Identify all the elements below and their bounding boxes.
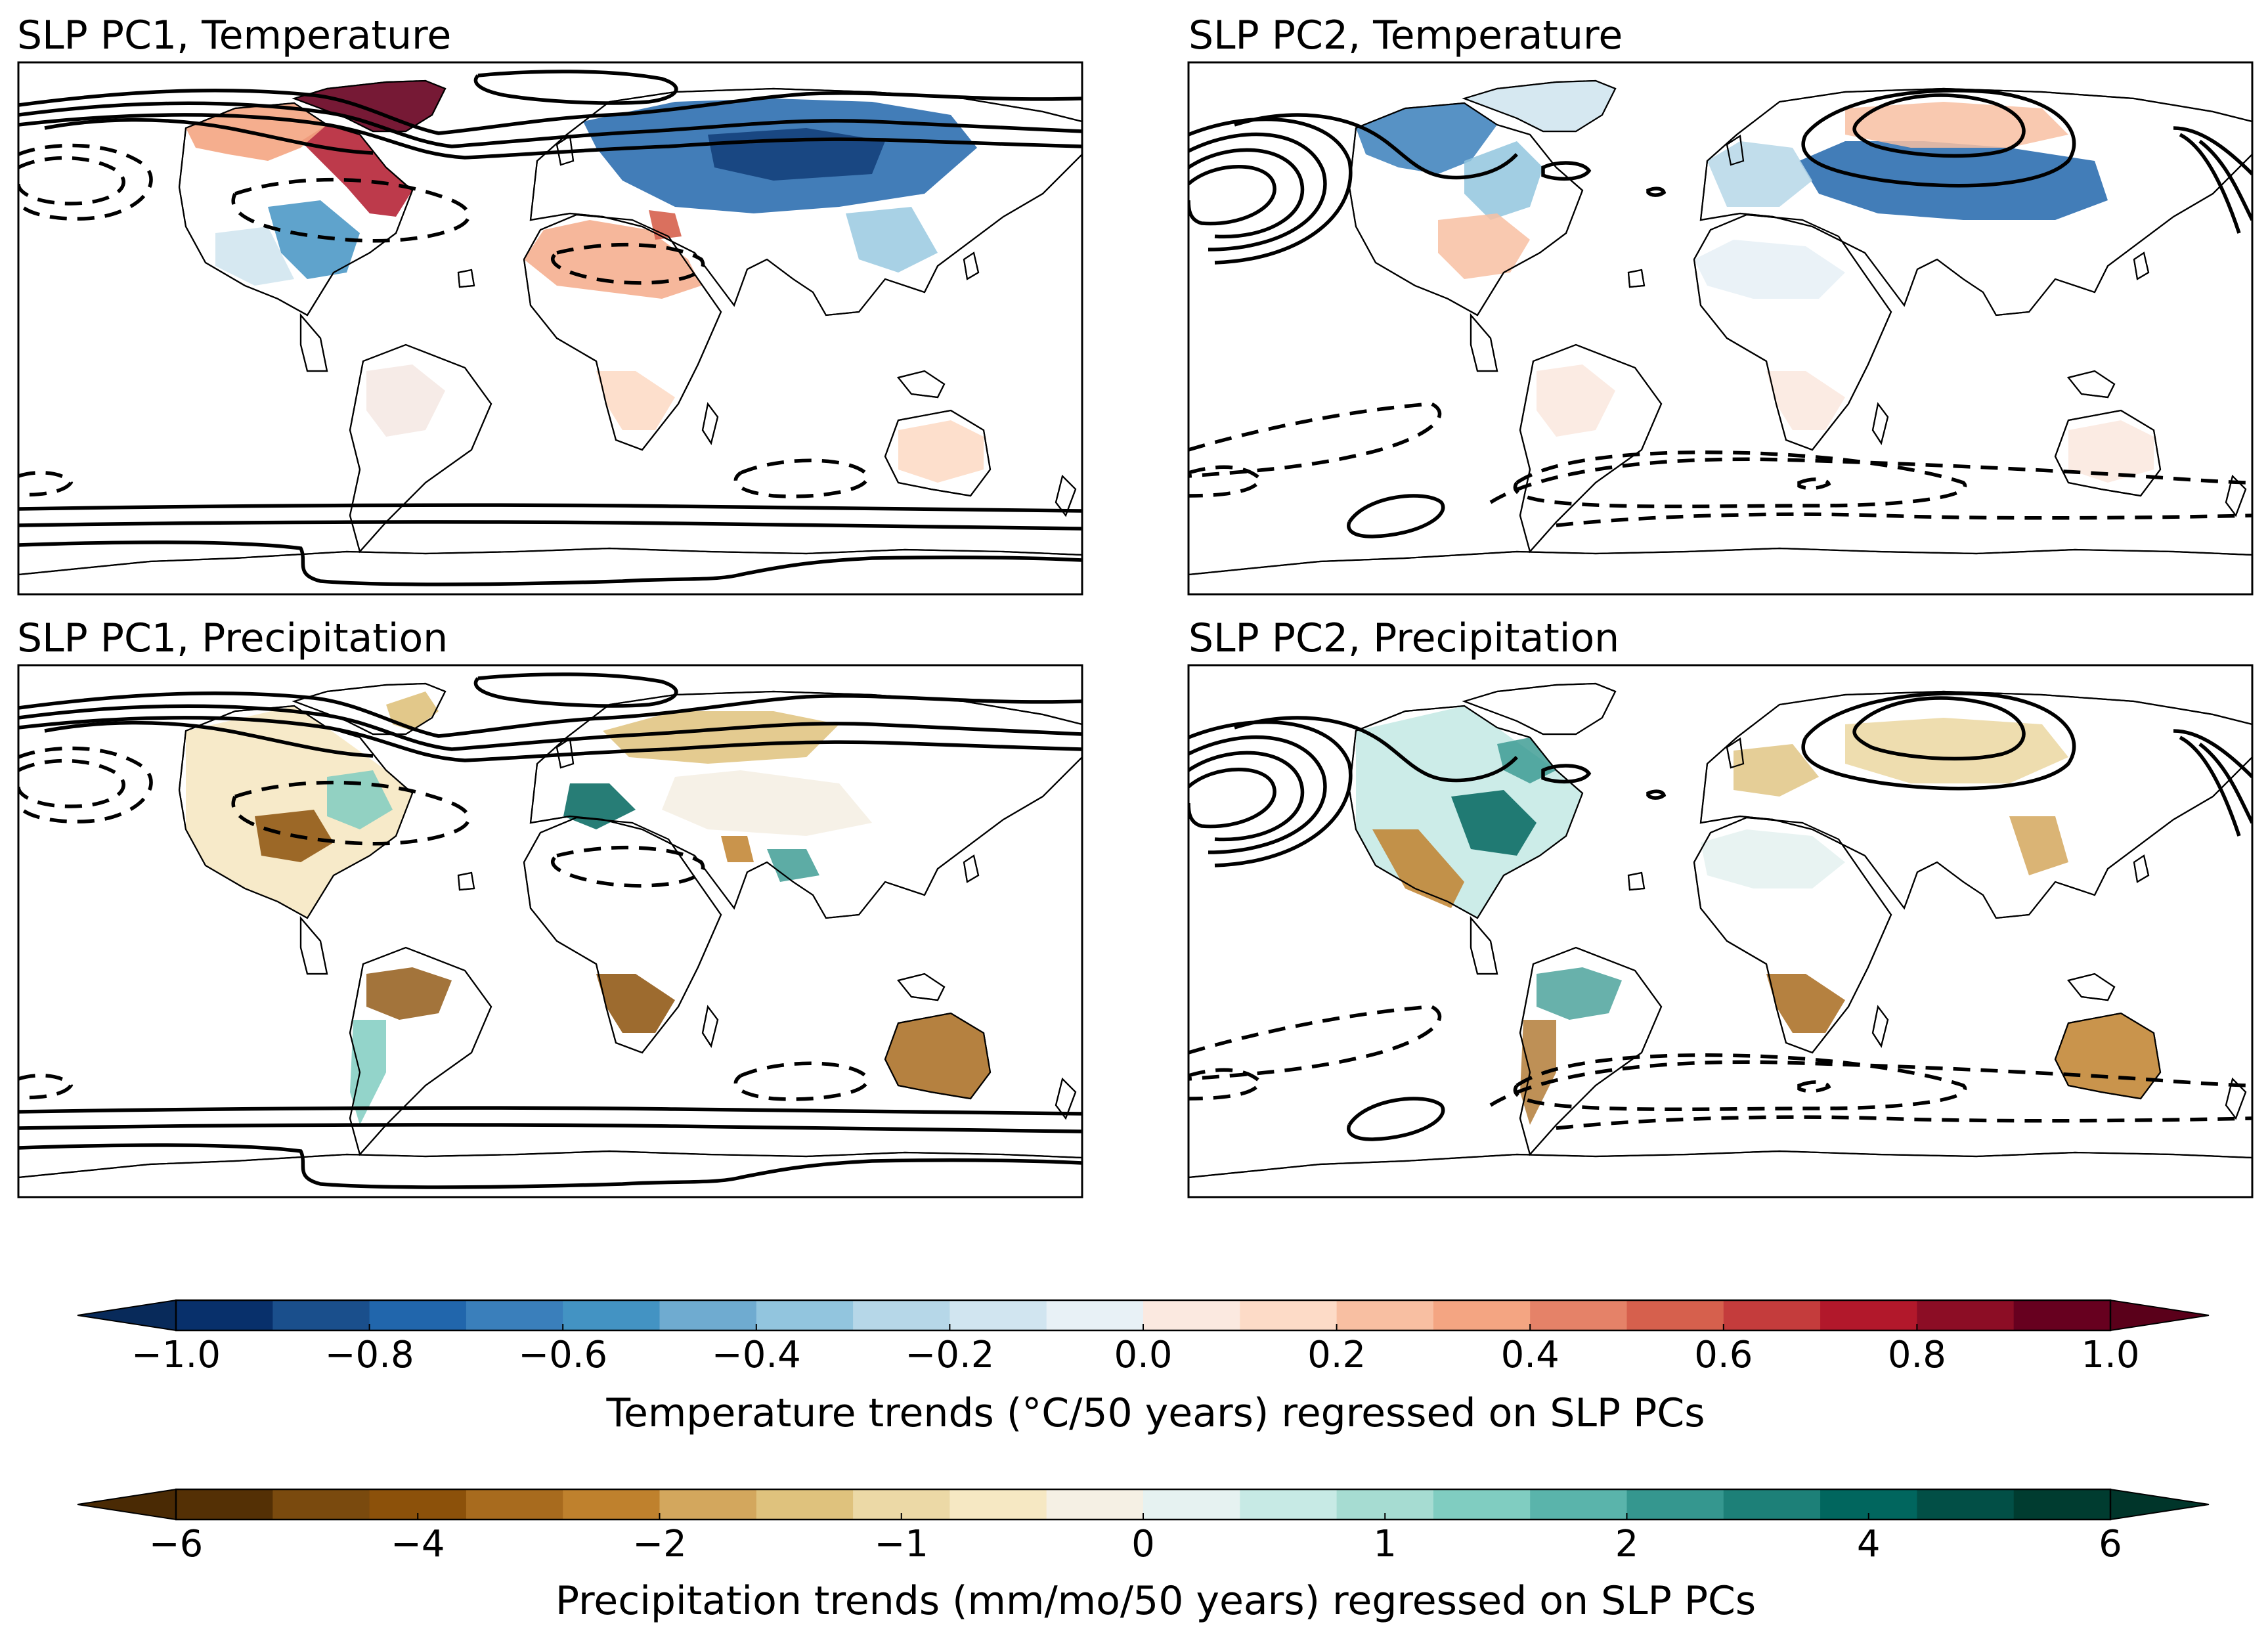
colorbar-segment <box>1433 1489 1531 1520</box>
temperature-colorbar: −1.0 −0.8 −0.6 −0.4 −0.2 0.0 0.2 0.4 0.6 0.8 1.0 <box>77 1299 2210 1376</box>
colorbar-segment <box>1530 1300 1628 1330</box>
colorbar-segment <box>466 1489 563 1520</box>
colorbar-segment <box>1626 1489 1724 1520</box>
map-panel-pc1-temperature <box>17 61 1083 596</box>
panel-title: SLP PC1, Precipitation <box>17 615 448 661</box>
colorbar-tick-label: 0.0 <box>1114 1334 1172 1376</box>
colorbar-tick-label: 0.2 <box>1307 1334 1366 1376</box>
colorbar-tick-label: 1 <box>1373 1523 1397 1566</box>
map-frame <box>1187 61 2254 596</box>
colorbar-segment <box>756 1300 854 1330</box>
map-frame <box>1187 664 2254 1198</box>
colorbar-segment <box>756 1489 854 1520</box>
map-frame <box>17 61 1083 596</box>
colorbar-segment <box>1143 1300 1240 1330</box>
colorbar-tick-label: 4 <box>1857 1523 1881 1566</box>
panel-title: SLP PC2, Temperature <box>1189 12 1623 58</box>
colorbar-segment <box>1143 1489 1240 1520</box>
colorbar-segment <box>176 1489 273 1520</box>
colorbar-segment <box>563 1489 661 1520</box>
colorbar-segment <box>949 1300 1047 1330</box>
colorbar-segment <box>1723 1300 1821 1330</box>
colorbar-segment <box>949 1489 1047 1520</box>
colorbar-tick-label: −1.0 <box>131 1334 221 1376</box>
colorbar-segment <box>1433 1300 1531 1330</box>
colorbar-tick-label: −0.8 <box>325 1334 414 1376</box>
map-panel-pc2-precipitation <box>1187 664 2254 1198</box>
colorbar-segment <box>659 1300 757 1330</box>
colorbar-segment <box>1336 1300 1434 1330</box>
colorbar-tick-label: 0.8 <box>1888 1334 1946 1376</box>
colorbar-tick-label: −0.6 <box>518 1334 607 1376</box>
colorbar-segment <box>369 1300 467 1330</box>
colorbar-segment <box>563 1300 661 1330</box>
precipitation-shading <box>1356 706 2160 1125</box>
map-panel-pc2-temperature <box>1187 61 2254 596</box>
colorbar-segment <box>1917 1489 2015 1520</box>
map-frame <box>17 664 1083 1198</box>
colorbar-extend-over <box>2110 1488 2210 1521</box>
colorbar-tick-label: 0 <box>1131 1523 1155 1566</box>
colorbar-segment <box>1046 1489 1144 1520</box>
colorbar-tick-label: 0.6 <box>1694 1334 1753 1376</box>
colorbar-segment <box>466 1300 563 1330</box>
temperature-colorbar-label: Temperature trends (°C/50 years) regress… <box>605 1390 1705 1436</box>
colorbar-segment <box>659 1489 757 1520</box>
colorbar-tick-label: −6 <box>149 1523 204 1566</box>
map-panel-pc1-precipitation <box>17 664 1083 1198</box>
colorbar-segment <box>853 1300 950 1330</box>
colorbar-tick-label: 0.4 <box>1501 1334 1559 1376</box>
colorbar-segment <box>1917 1300 2015 1330</box>
colorbar-segment <box>2013 1300 2111 1330</box>
colorbar-segment <box>1723 1489 1821 1520</box>
colorbar-tick-label: −0.2 <box>905 1334 994 1376</box>
temperature-shading <box>1356 81 2154 483</box>
colorbar-tick-label: −0.4 <box>712 1334 801 1376</box>
colorbar-extend-over <box>2110 1299 2210 1332</box>
colorbar-segment <box>1240 1300 1338 1330</box>
colorbar-extend-under <box>77 1299 177 1332</box>
colorbar-segment <box>176 1300 273 1330</box>
precipitation-colorbar-label: Precipitation trends (mm/mo/50 years) re… <box>556 1578 1756 1624</box>
precipitation-colorbar: −6 −4 −2 −1 0 1 2 4 6 <box>77 1488 2210 1566</box>
colorbar-tick-label: 6 <box>2099 1523 2122 1566</box>
panel-title: SLP PC2, Precipitation <box>1189 615 1619 661</box>
colorbar-tick-label: −4 <box>391 1523 445 1566</box>
colorbar-segment <box>273 1489 370 1520</box>
colorbar-segment <box>1046 1300 1144 1330</box>
colorbar-tick-label: 1.0 <box>2081 1334 2139 1376</box>
colorbar-segment <box>1530 1489 1628 1520</box>
panel-title: SLP PC1, Temperature <box>17 12 451 58</box>
colorbar-tick-label: 2 <box>1615 1523 1639 1566</box>
colorbar-segment <box>1820 1300 1917 1330</box>
colorbar-extend-under <box>77 1488 177 1521</box>
colorbar-segment <box>1626 1300 1724 1330</box>
colorbar-segment <box>2013 1489 2111 1520</box>
colorbar-segment <box>273 1300 370 1330</box>
colorbar-segment <box>1240 1489 1338 1520</box>
colorbar-tick-label: −1 <box>874 1523 928 1566</box>
colorbar-tick-label: −2 <box>632 1523 687 1566</box>
